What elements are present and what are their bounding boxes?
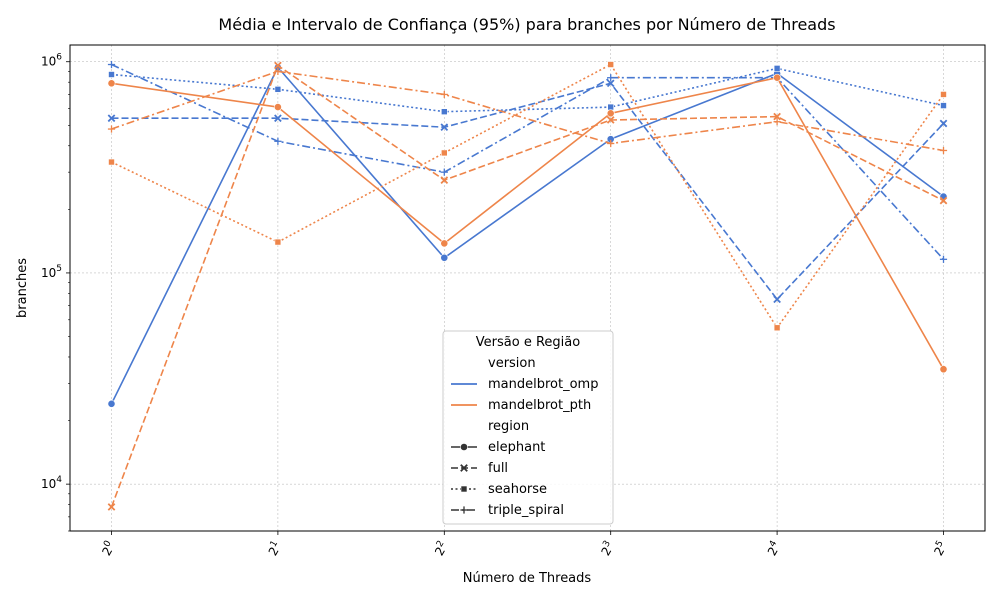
data-point-mandelbrot_omp-full-1: [274, 114, 282, 123]
data-point-mandelbrot_omp-seahorse-1: [274, 86, 282, 93]
data-point-mandelbrot_omp-seahorse-5: [940, 102, 947, 109]
data-point-mandelbrot_pth-triple_spiral-5: [939, 146, 948, 155]
y-axis-ticks: 104 105 106: [41, 53, 70, 532]
data-point-mandelbrot_omp-full-5-stroke-b: [939, 119, 948, 128]
data-point-mandelbrot_pth-full-1: [274, 61, 282, 70]
data-point-mandelbrot_pth-full-0: [107, 503, 116, 511]
y-axis-label: branches: [15, 258, 30, 318]
series-layer: [107, 60, 948, 511]
data-point-mandelbrot_pth-full-5: [939, 196, 948, 205]
data-point-mandelbrot_omp-full-3: [606, 79, 615, 88]
data-point-mandelbrot_omp-full-4-stroke-b: [773, 295, 781, 304]
data-point-mandelbrot_pth-triple_spiral-0: [107, 125, 116, 133]
data-point-mandelbrot_pth-triple_spiral-1: [274, 67, 282, 75]
data-point-mandelbrot_pth-triple_spiral-4: [773, 118, 781, 126]
data-point-mandelbrot_pth-seahorse-5: [940, 91, 947, 98]
data-point-mandelbrot_omp-elephant-2: [440, 253, 449, 262]
legend: Versão e Região version mandelbrot_ompman…: [442, 330, 614, 525]
data-point-mandelbrot_omp-full-0: [107, 114, 116, 123]
series-mandelbrot_pth-triple_spiral: [107, 67, 948, 155]
data-point-mandelbrot_pth-triple_spiral-3: [607, 139, 615, 148]
data-point-mandelbrot_omp-seahorse-0: [108, 71, 115, 78]
legend-label-full: full: [488, 461, 508, 476]
data-point-mandelbrot_omp-triple_spiral-0: [107, 60, 116, 69]
data-point-mandelbrot_pth-full-2: [440, 176, 449, 184]
data-point-mandelbrot_pth-seahorse-3: [607, 61, 615, 68]
data-point-mandelbrot_pth-elephant-2: [440, 239, 449, 248]
legend-marker-full-stroke-b: [460, 464, 468, 472]
data-point-mandelbrot_pth-elephant-3: [606, 109, 615, 118]
series-mandelbrot_pth-full: [107, 61, 948, 511]
legend-header-version: version: [488, 356, 536, 371]
data-point-mandelbrot_omp-elephant-0: [107, 399, 116, 408]
legend-items: version mandelbrot_omp mandelbrot_pthregio…: [451, 356, 598, 518]
series-line-mandelbrot_pth-elephant: [111, 76, 945, 370]
data-point-mandelbrot_pth-elephant-0: [107, 79, 116, 88]
legend-title: Versão e Região: [476, 335, 580, 350]
legend-marker-full: [460, 464, 468, 472]
series-mandelbrot_pth-seahorse: [108, 61, 947, 332]
data-point-mandelbrot_omp-seahorse-3: [607, 103, 615, 111]
data-point-mandelbrot_omp-full-3-stroke-b: [606, 79, 615, 88]
data-point-mandelbrot_omp-full-4: [773, 295, 781, 304]
data-point-mandelbrot_pth-elephant-1: [273, 103, 282, 111]
data-point-mandelbrot_pth-full-0-stroke-b: [107, 503, 116, 511]
legend-box: [442, 330, 614, 525]
series-mandelbrot_pth-elephant: [107, 73, 948, 374]
data-point-mandelbrot_pth-full-1-stroke-b: [274, 61, 282, 70]
series-mandelbrot_omp-seahorse: [108, 65, 947, 115]
data-point-mandelbrot_pth-elephant-5: [939, 365, 948, 374]
legend-marker-triple_spiral: [460, 506, 468, 514]
data-point-mandelbrot_omp-seahorse-2: [440, 108, 448, 115]
y-tick-label-2: 106: [41, 53, 62, 69]
plot-frame: [69, 44, 986, 532]
data-point-mandelbrot_pth-seahorse-2: [440, 149, 448, 157]
data-point-mandelbrot_pth-full-3: [606, 116, 615, 124]
data-point-mandelbrot_omp-full-5: [939, 119, 948, 128]
data-point-mandelbrot_omp-full-2: [440, 123, 449, 131]
legend-marker-elephant: [460, 443, 468, 451]
data-point-mandelbrot_omp-full-0-stroke-b: [107, 114, 116, 123]
series-line-mandelbrot_pth-full: [110, 64, 944, 508]
data-point-mandelbrot_omp-triple_spiral-5: [939, 255, 948, 263]
series-line-mandelbrot_omp-triple_spiral: [111, 63, 945, 260]
y-tick-label-1: 105: [41, 264, 62, 280]
legend-marker-seahorse: [460, 485, 468, 493]
data-point-mandelbrot_omp-seahorse-4: [773, 65, 781, 72]
legend-label-triple_spiral: triple_spiral: [488, 503, 564, 518]
data-point-mandelbrot_pth-full-3-stroke-b: [606, 116, 615, 124]
legend-label-elephant: elephant: [488, 440, 545, 455]
data-point-mandelbrot_omp-triple_spiral-2: [440, 168, 448, 176]
data-point-mandelbrot_pth-full-5-stroke-b: [939, 196, 948, 205]
x-axis-label: Número de Threads: [463, 571, 592, 586]
data-point-mandelbrot_omp-triple_spiral-3: [607, 74, 615, 82]
legend-label-mandelbrot_pth: mandelbrot_pth: [488, 398, 591, 413]
series-line-mandelbrot_omp-elephant: [110, 66, 944, 405]
data-point-mandelbrot_pth-full-4: [773, 112, 781, 121]
data-point-mandelbrot_pth-seahorse-4: [773, 324, 781, 332]
series-line-mandelbrot_pth-triple_spiral: [111, 70, 944, 152]
data-point-mandelbrot_omp-full-2-stroke-b: [440, 123, 449, 131]
series-line-mandelbrot_pth-seahorse: [111, 63, 945, 329]
data-point-mandelbrot_pth-seahorse-0: [108, 158, 115, 166]
data-point-mandelbrot_pth-full-2-stroke-b: [440, 176, 449, 184]
legend-header-region: region: [488, 419, 529, 434]
legend-label-mandelbrot_omp: mandelbrot_omp: [488, 377, 598, 392]
series-mandelbrot_omp-full: [107, 79, 948, 304]
data-point-mandelbrot_pth-elephant-4: [773, 73, 781, 82]
data-point-mandelbrot_omp-triple_spiral-1: [274, 137, 282, 145]
data-point-mandelbrot_omp-full-1-stroke-b: [274, 114, 282, 123]
data-point-mandelbrot_pth-seahorse-1: [274, 238, 282, 246]
data-point-mandelbrot_pth-full-4-stroke-b: [773, 112, 781, 121]
chart-title: Média e Intervalo de Confiança (95%) par…: [218, 15, 835, 34]
y-tick-label-0: 104: [41, 475, 62, 491]
legend-label-seahorse: seahorse: [488, 482, 547, 497]
data-point-mandelbrot_pth-triple_spiral-2: [440, 90, 448, 99]
